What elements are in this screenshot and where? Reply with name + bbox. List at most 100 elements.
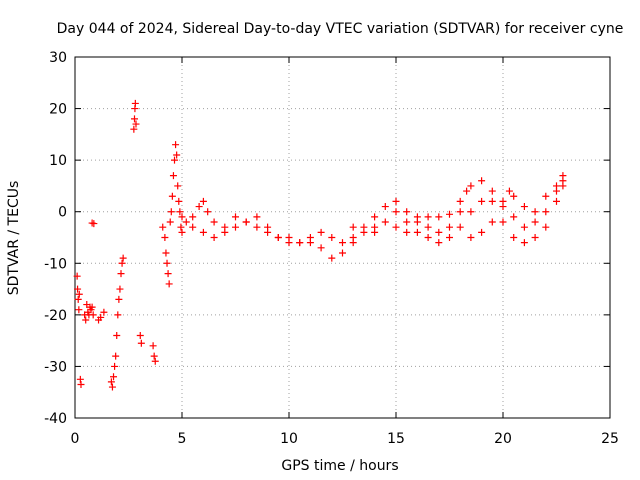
data-point-marker (478, 177, 486, 185)
data-point-marker (118, 259, 126, 267)
data-point-marker (339, 249, 346, 257)
data-point-marker (446, 223, 453, 231)
data-point-marker (317, 244, 325, 252)
y-tick-label: -30 (44, 359, 67, 375)
x-tick-labels: 0 5 10 15 20 25 (71, 431, 619, 447)
data-point-marker (189, 213, 197, 221)
data-point-marker (114, 311, 122, 319)
y-axis-title: SDTVAR / TECUs (6, 181, 22, 296)
data-point-marker (499, 203, 507, 211)
plot-frame (74, 56, 611, 419)
data-point-marker (189, 223, 197, 231)
data-point-marker (505, 187, 513, 195)
data-point-marker (478, 228, 486, 236)
x-axis-title: GPS time / hours (281, 458, 398, 474)
data-point-marker (296, 239, 304, 247)
data-point-marker (178, 213, 186, 221)
data-point-marker (478, 197, 486, 205)
data-point-marker (467, 182, 475, 190)
data-point-marker (110, 373, 118, 381)
data-point-marker (107, 378, 115, 386)
data-point-marker (306, 234, 314, 241)
data-point-marker (165, 280, 173, 288)
data-point-marker (435, 213, 443, 221)
data-point-marker (446, 234, 453, 241)
data-point-marker (360, 223, 368, 231)
data-point-marker (161, 234, 169, 241)
data-point-marker (499, 218, 507, 226)
data-point-marker (108, 383, 116, 391)
data-point-marker (456, 223, 464, 231)
data-point-marker (89, 311, 97, 319)
data-point-marker (77, 380, 85, 388)
data-point-marker (424, 223, 432, 231)
data-point-marker (97, 313, 105, 321)
data-point-marker (175, 197, 183, 205)
data-point-marker (100, 308, 108, 316)
data-point-marker (150, 352, 158, 360)
data-point-marker (559, 182, 567, 190)
data-point-marker (403, 218, 411, 226)
data-point-marker (467, 234, 475, 241)
x-tick-label: 0 (71, 431, 80, 447)
data-point-marker (488, 187, 496, 195)
data-point-marker (467, 208, 475, 216)
y-tick-label: 10 (49, 153, 67, 169)
data-point-marker (274, 234, 282, 241)
data-point-marker (178, 228, 186, 236)
x-tick-label: 5 (178, 431, 187, 447)
data-point-marker (171, 156, 179, 164)
data-point-marker (553, 182, 560, 190)
data-point-marker (111, 362, 119, 370)
data-point-marker (392, 223, 400, 231)
grid (75, 57, 610, 418)
y-tick-label: -20 (44, 308, 67, 324)
data-point-marker (488, 218, 496, 226)
data-point-marker (174, 182, 182, 190)
data-point-marker (76, 375, 84, 383)
data-point-marker (488, 197, 496, 205)
data-point-marker (542, 223, 550, 231)
data-point-marker (381, 218, 389, 226)
data-point-marker (164, 270, 172, 278)
data-point-marker (177, 223, 185, 231)
y-tick-label: -40 (44, 411, 67, 427)
x-tick-label: 20 (494, 431, 512, 447)
data-point-marker (82, 316, 90, 324)
data-point-marker (167, 208, 175, 216)
data-point-marker (403, 208, 411, 216)
data-point-marker (149, 342, 157, 350)
data-point-marker (130, 115, 138, 123)
data-point-marker (131, 99, 139, 107)
data-point-marker (510, 213, 518, 221)
data-point-marker (328, 234, 336, 241)
data-point-marker (130, 125, 138, 133)
y-tick-label: 30 (49, 50, 67, 66)
data-point-marker (117, 270, 125, 278)
data-point-marker (392, 208, 400, 216)
data-point-marker (553, 197, 560, 205)
data-point-marker (199, 228, 207, 236)
data-point-marker (531, 234, 539, 241)
data-point-marker (520, 239, 528, 247)
data-point-marker (210, 218, 218, 226)
data-point-marker (520, 223, 528, 231)
data-point-marker (199, 197, 207, 205)
data-point-marker (176, 208, 184, 216)
data-point-marker (381, 203, 389, 211)
x-tick-label: 25 (601, 431, 619, 447)
data-point-marker (132, 120, 140, 128)
data-point-marker (413, 228, 421, 236)
data-point-marker (531, 208, 539, 216)
data-point-marker (559, 172, 567, 180)
data-point-marker (221, 228, 229, 236)
data-point-marker (371, 213, 379, 221)
data-point-marker (435, 239, 443, 247)
data-point-marker (162, 249, 170, 257)
data-point-marker (328, 254, 336, 262)
data-points (73, 99, 567, 391)
data-point-marker (349, 223, 357, 231)
chart-title: Day 044 of 2024, Sidereal Day-to-day VTE… (57, 21, 624, 37)
data-point-marker (168, 192, 176, 200)
